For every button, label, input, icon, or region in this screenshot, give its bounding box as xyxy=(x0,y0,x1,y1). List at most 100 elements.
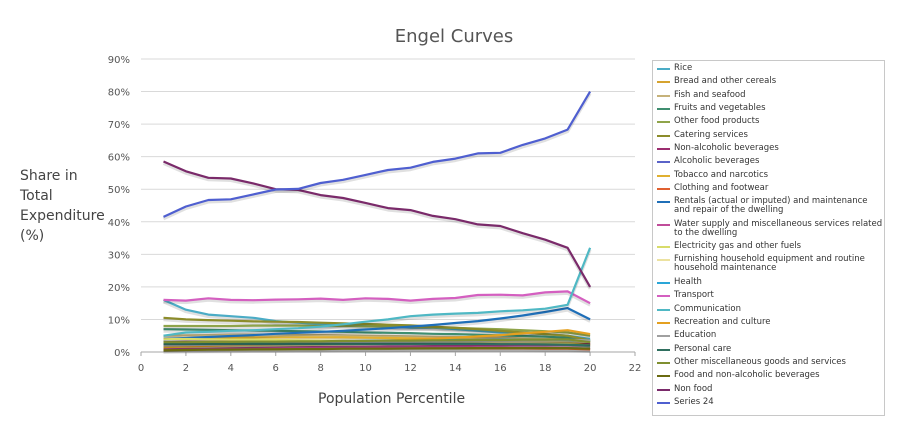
y-tick-label: 60% xyxy=(108,153,130,164)
series-line xyxy=(163,342,591,347)
legend-item: Electricity gas and other fuels xyxy=(653,242,884,251)
legend-item: Rice xyxy=(653,64,884,73)
legend-swatch xyxy=(657,134,670,137)
legend-swatch xyxy=(657,68,670,70)
x-tick-label: 2 xyxy=(183,363,189,374)
legend-swatch xyxy=(657,375,670,378)
series-line xyxy=(163,344,591,350)
x-tick-label: 16 xyxy=(494,363,507,374)
chart-title: Engel Curves xyxy=(394,26,514,47)
x-tick-label: 0 xyxy=(138,363,144,374)
legend-item: Rentals (actual or imputed) and maintena… xyxy=(653,197,884,215)
legend-swatch xyxy=(657,348,670,351)
y-tick-label: 90% xyxy=(108,55,130,66)
y-axis-label-line: Expenditure xyxy=(20,208,105,224)
legend-label: Transport xyxy=(674,290,714,301)
legend-label: Recreation and culture xyxy=(674,316,771,327)
legend-swatch xyxy=(657,148,670,151)
legend-swatch xyxy=(657,335,670,338)
y-tick-label: 0% xyxy=(114,348,130,359)
y-tick-label: 70% xyxy=(108,120,130,131)
x-axis-label: Population Percentile xyxy=(318,391,466,407)
y-axis-label: Share in Total Expenditure (%) xyxy=(20,166,130,246)
legend-label: Communication xyxy=(674,303,741,314)
legend-label: Series 24 xyxy=(674,396,714,407)
legend-swatch xyxy=(657,246,670,249)
x-tick-label: 22 xyxy=(629,363,642,374)
legend-item: Clothing and footwear xyxy=(653,184,884,193)
legend-swatch xyxy=(657,201,670,204)
y-tick-label: 10% xyxy=(108,315,130,326)
series-line xyxy=(163,247,592,337)
legend-label: Fish and seafood xyxy=(674,89,746,100)
series-shadow xyxy=(163,339,591,346)
legend-item: Communication xyxy=(653,303,884,314)
legend-label: Fruits and vegetables xyxy=(674,103,766,114)
legend-item: Fruits and vegetables xyxy=(653,104,884,113)
legend-swatch xyxy=(657,361,670,364)
legend-item: Fish and seafood xyxy=(653,89,884,100)
series-line xyxy=(163,333,591,344)
series-shadow xyxy=(163,249,592,340)
legend-swatch xyxy=(657,259,670,262)
series-shadow xyxy=(163,348,591,354)
x-tick-label: 20 xyxy=(584,363,597,374)
legend-item: Transport xyxy=(653,291,884,300)
legend-item: Non-alcoholic beverages xyxy=(653,144,884,153)
legend-swatch xyxy=(657,295,670,298)
series-shadow xyxy=(163,291,591,307)
legend-label: Non-alcoholic beverages xyxy=(674,143,779,154)
legend-swatch xyxy=(657,308,670,311)
series-line xyxy=(163,307,591,341)
legend-label: Personal care xyxy=(674,343,732,354)
series-line xyxy=(163,160,592,288)
legend-item: Water supply and miscellaneous services … xyxy=(653,219,884,238)
series-shadow xyxy=(162,92,592,221)
legend-swatch xyxy=(657,161,670,164)
legend-item: Education xyxy=(653,331,884,340)
legend-label: Education xyxy=(674,330,717,341)
y-tick-label: 40% xyxy=(108,218,130,229)
legend-item: Bread and other cereals xyxy=(653,77,884,86)
y-axis-label-line: Total xyxy=(20,188,53,204)
series-line xyxy=(163,316,591,342)
y-tick-label: 80% xyxy=(108,88,130,99)
legend-item: Non food xyxy=(653,383,884,394)
legend-label: Non food xyxy=(674,383,713,394)
legend-swatch xyxy=(657,121,670,124)
legend-item: Food and non-alcoholic beverages xyxy=(653,371,884,380)
legend-item: Tobacco and narcotics xyxy=(653,170,884,180)
legend-swatch xyxy=(657,108,670,111)
legend-item: Furnishing household equipment and routi… xyxy=(653,255,884,273)
y-tick-label: 30% xyxy=(108,250,130,261)
x-tick-label: 8 xyxy=(317,363,323,374)
legend-swatch xyxy=(657,174,670,177)
y-tick-label: 20% xyxy=(108,283,130,294)
series-shadow xyxy=(162,162,592,290)
legend-item: Catering services xyxy=(653,129,884,140)
series-shadow xyxy=(163,308,591,343)
legend-swatch xyxy=(657,401,670,404)
y-axis-label-line: (%) xyxy=(20,228,45,244)
legend-label: Furnishing household equipment and routi… xyxy=(674,254,865,274)
legend-swatch xyxy=(657,188,670,191)
legend-label: Rentals (actual or imputed) and maintena… xyxy=(674,196,868,216)
x-tick-label: 18 xyxy=(539,363,552,374)
legend-label: Rice xyxy=(674,63,693,73)
series-line xyxy=(163,338,591,344)
x-tick-label: 12 xyxy=(404,363,417,374)
legend-label: Other food products xyxy=(674,116,760,127)
legend-label: Food and non-alcoholic beverages xyxy=(674,370,820,381)
legend-label: Clothing and footwear xyxy=(674,183,769,194)
y-tick-label: 50% xyxy=(108,185,130,196)
legend-label: Catering services xyxy=(674,129,748,140)
legend-item: Health xyxy=(653,277,884,287)
legend-label: Alcoholic beverages xyxy=(674,156,760,167)
y-axis-label-line: Share in xyxy=(20,168,78,184)
legend-item: Other food products xyxy=(653,117,884,126)
series-line xyxy=(163,290,591,305)
x-tick-label: 14 xyxy=(449,363,462,374)
legend-item: Recreation and culture xyxy=(653,316,884,327)
series-shadow xyxy=(163,344,591,349)
legend-label: Electricity gas and other fuels xyxy=(674,241,802,252)
